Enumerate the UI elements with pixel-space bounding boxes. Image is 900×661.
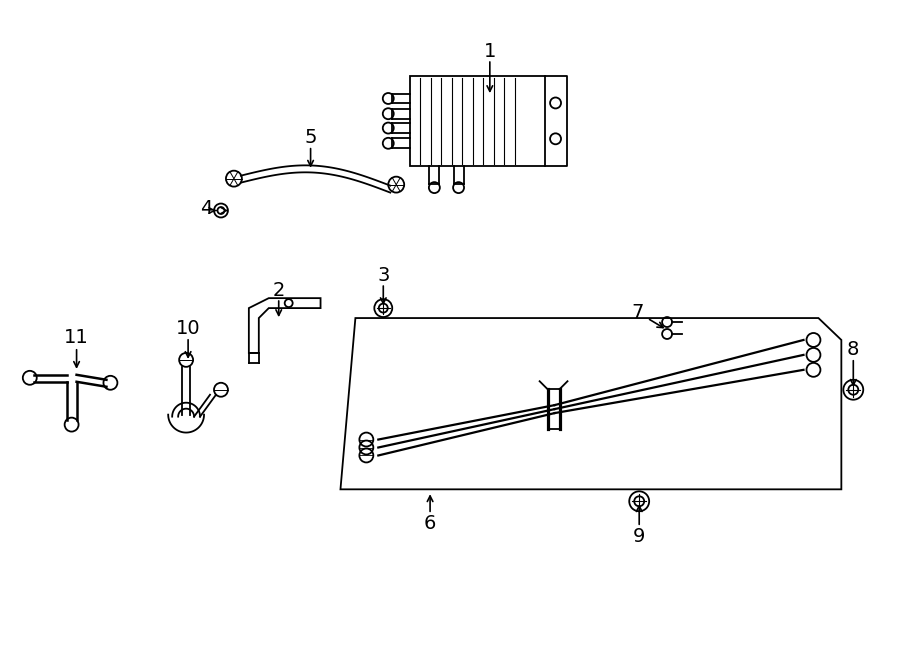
Text: 10: 10 [176, 319, 201, 338]
Text: 6: 6 [424, 514, 436, 533]
Text: 2: 2 [273, 281, 285, 299]
Text: 1: 1 [483, 42, 496, 61]
Text: 11: 11 [64, 329, 89, 348]
Text: 4: 4 [200, 199, 212, 218]
Text: 3: 3 [377, 266, 390, 285]
Text: 5: 5 [304, 128, 317, 147]
Text: 8: 8 [847, 340, 860, 360]
Text: 9: 9 [633, 527, 645, 545]
Text: 7: 7 [631, 303, 644, 322]
